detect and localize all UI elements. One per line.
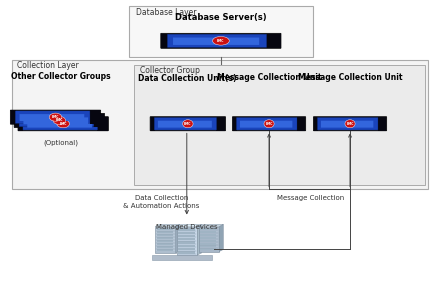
Polygon shape — [155, 224, 180, 226]
FancyBboxPatch shape — [200, 231, 217, 233]
Bar — [97, 117, 108, 130]
FancyBboxPatch shape — [173, 38, 259, 45]
FancyBboxPatch shape — [150, 117, 226, 131]
Text: Data Collection
& Automation Actions: Data Collection & Automation Actions — [123, 195, 199, 209]
FancyBboxPatch shape — [313, 117, 387, 131]
FancyBboxPatch shape — [237, 118, 297, 130]
FancyBboxPatch shape — [14, 113, 105, 128]
FancyBboxPatch shape — [200, 237, 217, 239]
FancyBboxPatch shape — [157, 234, 173, 236]
Text: BMC: BMC — [52, 115, 59, 119]
Text: BMC: BMC — [184, 122, 191, 126]
FancyBboxPatch shape — [178, 245, 195, 247]
FancyBboxPatch shape — [178, 235, 195, 237]
FancyBboxPatch shape — [178, 251, 195, 253]
FancyBboxPatch shape — [178, 248, 195, 250]
Ellipse shape — [57, 120, 69, 128]
Text: BMC: BMC — [59, 122, 67, 126]
Ellipse shape — [213, 37, 229, 45]
Ellipse shape — [49, 113, 62, 121]
FancyBboxPatch shape — [27, 121, 92, 128]
Text: Collector Group: Collector Group — [140, 66, 200, 75]
Text: Message Collection Unit: Message Collection Unit — [217, 74, 321, 82]
Polygon shape — [177, 224, 202, 226]
Bar — [18, 117, 23, 130]
FancyBboxPatch shape — [161, 33, 281, 48]
FancyBboxPatch shape — [157, 228, 173, 230]
FancyBboxPatch shape — [15, 111, 90, 123]
FancyBboxPatch shape — [134, 64, 425, 184]
FancyBboxPatch shape — [157, 231, 173, 233]
FancyBboxPatch shape — [200, 248, 217, 250]
Bar — [216, 117, 225, 130]
Bar — [233, 117, 237, 130]
Text: Message Collection: Message Collection — [277, 195, 344, 201]
FancyBboxPatch shape — [19, 114, 94, 127]
FancyBboxPatch shape — [157, 243, 173, 245]
FancyBboxPatch shape — [157, 237, 173, 239]
Ellipse shape — [183, 120, 193, 128]
FancyBboxPatch shape — [317, 118, 378, 130]
Polygon shape — [199, 224, 224, 226]
FancyBboxPatch shape — [178, 238, 195, 241]
FancyBboxPatch shape — [199, 226, 219, 252]
Text: Database Server(s): Database Server(s) — [175, 13, 267, 22]
FancyBboxPatch shape — [152, 255, 212, 260]
FancyBboxPatch shape — [20, 114, 84, 121]
FancyBboxPatch shape — [178, 232, 195, 234]
Bar — [378, 117, 386, 130]
Text: BMC: BMC — [265, 122, 273, 126]
Polygon shape — [219, 224, 224, 252]
Text: Collection Layer: Collection Layer — [17, 61, 79, 70]
Text: BMC: BMC — [217, 39, 224, 43]
FancyBboxPatch shape — [200, 234, 217, 236]
FancyBboxPatch shape — [200, 242, 217, 244]
FancyBboxPatch shape — [232, 117, 306, 131]
Text: (Optional): (Optional) — [43, 140, 79, 146]
FancyBboxPatch shape — [177, 226, 197, 255]
FancyBboxPatch shape — [200, 240, 217, 242]
FancyBboxPatch shape — [200, 228, 217, 230]
Text: Managed Devices: Managed Devices — [156, 224, 217, 230]
Polygon shape — [197, 224, 202, 255]
Text: Database Layer: Database Layer — [136, 8, 196, 17]
FancyBboxPatch shape — [157, 240, 173, 242]
FancyBboxPatch shape — [129, 6, 312, 57]
Bar — [93, 114, 104, 127]
FancyBboxPatch shape — [12, 60, 427, 189]
FancyBboxPatch shape — [155, 226, 175, 253]
Bar — [296, 117, 305, 130]
FancyBboxPatch shape — [168, 34, 266, 47]
FancyBboxPatch shape — [240, 121, 293, 128]
FancyBboxPatch shape — [158, 121, 212, 128]
FancyBboxPatch shape — [154, 118, 217, 130]
Ellipse shape — [345, 120, 355, 128]
Ellipse shape — [53, 116, 66, 124]
FancyBboxPatch shape — [18, 117, 108, 131]
FancyBboxPatch shape — [200, 245, 217, 247]
FancyBboxPatch shape — [178, 242, 195, 244]
Text: Data Collection Unit(s): Data Collection Unit(s) — [138, 74, 236, 82]
Text: BMC: BMC — [56, 118, 63, 122]
FancyBboxPatch shape — [178, 228, 195, 231]
Ellipse shape — [264, 120, 274, 128]
Bar — [314, 117, 318, 130]
Bar — [15, 114, 20, 127]
Bar — [161, 34, 168, 48]
Text: Other Collector Groups: Other Collector Groups — [11, 72, 111, 81]
FancyBboxPatch shape — [157, 246, 173, 248]
FancyBboxPatch shape — [321, 121, 373, 128]
FancyBboxPatch shape — [10, 110, 101, 124]
Polygon shape — [175, 224, 180, 253]
Text: Message Collection Unit: Message Collection Unit — [298, 74, 402, 82]
Bar — [89, 110, 100, 124]
Bar — [151, 117, 155, 130]
Bar — [11, 110, 16, 124]
Bar — [266, 34, 280, 48]
FancyBboxPatch shape — [157, 249, 173, 251]
Text: BMC: BMC — [346, 122, 354, 126]
FancyBboxPatch shape — [23, 117, 88, 124]
FancyBboxPatch shape — [23, 118, 98, 130]
